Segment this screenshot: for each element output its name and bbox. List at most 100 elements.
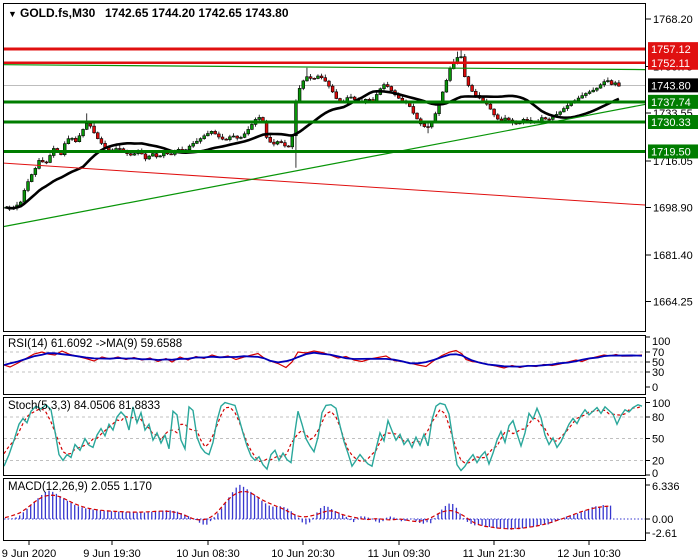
rsi-axis-label: 100 [652,336,670,348]
candle-down [507,117,511,121]
upper-trendline[interactable] [4,64,645,71]
candle-down [499,118,504,121]
candle-up [198,138,203,142]
candle-down [492,108,496,116]
time-axis-label: 10 Jun 20:30 [271,548,335,560]
candle-down [407,102,412,107]
candle-up [576,97,581,101]
candle-down [543,117,548,120]
candle-up [275,141,280,145]
main-chart-panel[interactable] [3,3,646,332]
candle-down [525,119,529,121]
candle-down [272,141,276,145]
rsi-indicator-title: RSI(14) 61.6092 ->MA(9) 59.6588 [8,338,182,350]
candle-up [584,93,588,96]
candle-down [415,112,419,120]
candle-up [151,153,155,157]
candle-up [540,117,544,122]
price-badge [648,94,698,109]
price-badge [648,144,698,159]
candle-down [389,86,394,91]
stoch-axis-label: 100 [652,398,670,410]
candle-up [349,96,353,99]
candle-up [22,190,27,203]
candle-up [598,84,603,89]
price-badge-label: 1730.33 [651,117,691,129]
candle-down [213,131,217,135]
candle-up [382,84,386,90]
chart-ohlc-values: 1742.65 1744.20 1742.65 1743.80 [105,6,289,20]
candle-down [308,76,313,79]
candle-up [48,155,52,163]
candle-down [470,85,474,92]
candle-up [301,80,305,89]
chart-symbol-title: GOLD.fs,M30 [20,6,96,20]
candle-up [294,101,298,137]
candle-down [323,77,327,82]
candle-up [239,137,243,139]
candle-down [319,75,324,78]
candle-up [444,80,449,93]
candle-down [312,78,316,80]
candle-down [463,56,467,77]
candle-up [202,135,206,139]
candle-down [118,148,122,150]
candle-up [562,108,566,113]
candle-down [426,126,430,128]
price-tick-label: 1698.90 [653,202,693,214]
candle-up [250,124,254,130]
candle-up [147,155,151,160]
stoch-axis-label: 20 [652,455,664,467]
candle-up [595,87,599,91]
candle-up [257,117,261,120]
candle-down [481,97,485,102]
candle-up [297,88,302,103]
macd-axis-label: 0.00 [652,514,673,526]
candle-down [143,153,148,160]
candle-down [44,161,49,164]
candle-up [70,138,74,140]
candle-up [558,111,562,115]
time-axis-label: 11 Jun 09:30 [368,548,431,560]
time-axis-label: 9 Jun 2020 [2,548,56,560]
candle-down [617,82,621,87]
candle-down [154,153,159,158]
candle-up [206,133,210,137]
price-tick-label: 1681.40 [653,250,693,262]
candle-down [220,136,225,140]
candle-down [334,91,338,99]
price-axis[interactable]: 1768.201750.751733.551716.051698.901681.… [646,14,698,540]
candle-up [81,129,85,137]
price-tick-label: 1768.20 [653,14,693,26]
ascending-trendline[interactable] [4,103,645,228]
candle-down [224,138,228,141]
candle-up [132,153,137,156]
candle-down [279,141,283,143]
candle-up [242,133,247,138]
symbol-dropdown-icon: ▼ [8,9,17,19]
candle-down [169,153,173,156]
candle-down [352,96,357,100]
candle-up [591,89,595,93]
candle-down [92,125,96,134]
candle-down [217,133,221,138]
time-axis-label: 9 Jun 19:30 [83,548,141,560]
candle-up [290,135,294,148]
time-axis[interactable]: 9 Jun 2020 9 Jun 19:30 10 Jun 08:30 10 Jun … [2,541,621,560]
main-chart-layer [4,47,645,228]
rsi-axis-label: 30 [652,367,664,379]
candle-down [367,99,372,101]
candle-up [158,155,162,158]
candle-up [29,174,34,182]
candle-up [228,136,232,140]
time-axis-label: 12 Jun 10:30 [557,548,621,560]
price-badge-label: 1757.12 [651,44,691,56]
candle-down [474,90,478,96]
descending-trendline[interactable] [4,162,645,206]
candle-down [330,85,335,93]
stoch-layer [4,401,645,472]
rsi-axis-label: 50 [652,357,664,369]
rsi-axis-label: 70 [652,347,664,359]
